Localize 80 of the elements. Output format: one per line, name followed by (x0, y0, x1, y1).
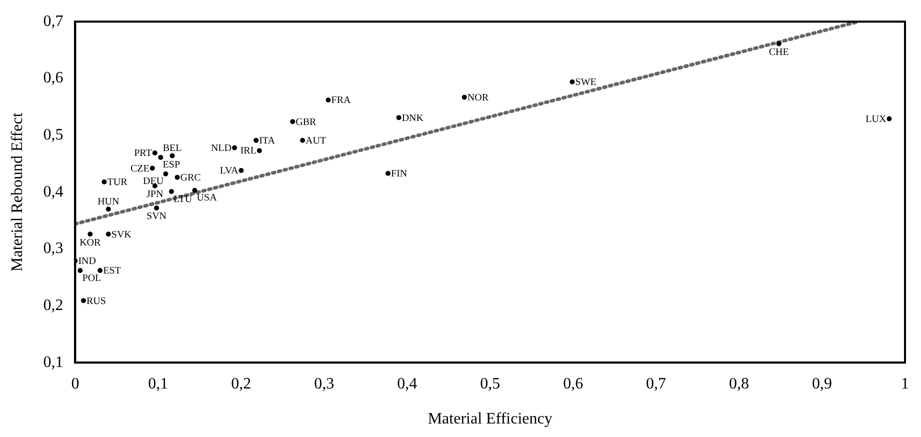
series-label: RUS (86, 296, 106, 307)
series-label: USA (196, 192, 218, 204)
x-tick-label: 0 (71, 375, 80, 392)
x-tick-label: 0,2 (231, 375, 252, 392)
point (170, 153, 175, 158)
point (386, 170, 391, 176)
series-label: ESP (162, 160, 180, 171)
series-label: JPN (146, 188, 164, 200)
series-label: SVK (111, 229, 132, 240)
series-label: TUR (107, 176, 128, 188)
series-label: BEL (162, 142, 182, 154)
y-tick-label: 0,6 (43, 70, 64, 87)
series-label: FRA (331, 95, 352, 106)
point (290, 119, 296, 124)
point (81, 298, 86, 304)
point (158, 154, 164, 160)
y-axis-title: Material Rebound Effect (8, 112, 26, 272)
x-tick-label: 0,1 (148, 375, 168, 392)
series-label: EST (103, 266, 121, 277)
x-tick-label: 0,3 (314, 375, 334, 392)
series-label: SWE (575, 76, 596, 88)
series-label: KOR (80, 237, 102, 248)
point (150, 166, 155, 171)
series-label: NLD (210, 142, 232, 154)
point (163, 171, 168, 176)
y-tick-label: 0,7 (43, 12, 64, 30)
series-label: POL (82, 272, 102, 284)
series-label: ITA (259, 136, 276, 147)
point (776, 41, 782, 46)
point (254, 138, 259, 143)
point (154, 206, 160, 211)
point (300, 138, 306, 143)
series-label: HUN (98, 196, 120, 208)
x-tick-label: 1 (901, 375, 909, 392)
point (102, 179, 107, 184)
x-tick-label: 0,5 (480, 375, 500, 392)
x-tick-label: 0,7 (646, 375, 666, 392)
series-label: CZE (130, 163, 150, 174)
point (886, 116, 892, 122)
point (570, 79, 575, 84)
point (232, 145, 238, 150)
point (174, 174, 180, 180)
point (192, 188, 198, 193)
series-label: DEU (142, 176, 164, 188)
point (106, 206, 111, 212)
series-label: PRT (134, 148, 152, 160)
y-tick-label: 0,3 (43, 240, 64, 258)
series-label: LUX (866, 114, 888, 125)
x-tick-label: 0,9 (812, 375, 832, 392)
point (106, 232, 111, 237)
series-label: SVN (146, 211, 167, 222)
point (78, 268, 83, 274)
x-axis-title: Material Efficiency (428, 410, 552, 428)
y-tick-label: 0,1 (43, 354, 64, 371)
point (326, 98, 331, 103)
x-tick-label: 0,6 (563, 375, 584, 392)
series-label: LVA (220, 166, 239, 177)
point (462, 94, 467, 100)
series-label: GRC (180, 172, 202, 184)
point (396, 115, 402, 120)
x-tick-label: 0,8 (729, 375, 750, 392)
point (152, 150, 158, 156)
series-label: CHE (768, 46, 789, 58)
series-label: FIN (391, 168, 408, 180)
point (98, 268, 103, 274)
x-tick-label: 0,4 (397, 375, 418, 392)
point (238, 168, 244, 174)
y-tick-label: 0,4 (43, 183, 64, 200)
series-label: IND (78, 256, 96, 267)
point (168, 189, 174, 194)
y-tick-label: 0,2 (43, 296, 64, 314)
series-label: GBR (296, 116, 316, 128)
series-label: LTU (174, 194, 193, 205)
series-label: IRL (240, 146, 256, 157)
y-tick-label: 0,5 (43, 126, 64, 144)
point (88, 232, 93, 237)
series-label: DNK (402, 112, 424, 124)
point (256, 148, 262, 154)
series-label: NOR (467, 92, 489, 104)
series-label: AUT (306, 136, 326, 147)
